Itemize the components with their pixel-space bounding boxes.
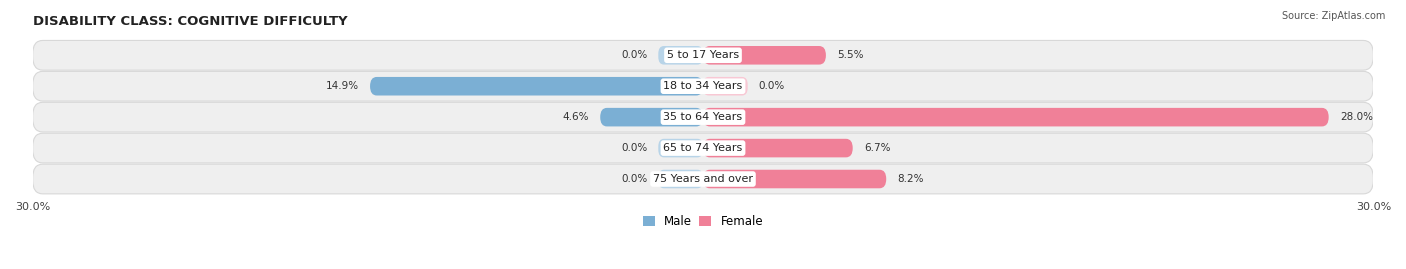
Text: 18 to 34 Years: 18 to 34 Years [664, 81, 742, 91]
Text: 0.0%: 0.0% [621, 50, 647, 60]
FancyBboxPatch shape [703, 108, 1329, 126]
Text: DISABILITY CLASS: COGNITIVE DIFFICULTY: DISABILITY CLASS: COGNITIVE DIFFICULTY [32, 15, 347, 28]
Text: 35 to 64 Years: 35 to 64 Years [664, 112, 742, 122]
Text: 75 Years and over: 75 Years and over [652, 174, 754, 184]
FancyBboxPatch shape [32, 40, 1374, 70]
FancyBboxPatch shape [32, 71, 1374, 101]
FancyBboxPatch shape [32, 102, 1374, 132]
Text: 5 to 17 Years: 5 to 17 Years [666, 50, 740, 60]
Text: 0.0%: 0.0% [621, 174, 647, 184]
FancyBboxPatch shape [370, 77, 703, 95]
Text: 8.2%: 8.2% [897, 174, 924, 184]
Text: 0.0%: 0.0% [621, 143, 647, 153]
Text: 4.6%: 4.6% [562, 112, 589, 122]
FancyBboxPatch shape [658, 139, 703, 157]
FancyBboxPatch shape [703, 170, 886, 188]
Text: 6.7%: 6.7% [863, 143, 890, 153]
FancyBboxPatch shape [703, 139, 852, 157]
Text: 0.0%: 0.0% [759, 81, 785, 91]
Text: 14.9%: 14.9% [326, 81, 359, 91]
FancyBboxPatch shape [658, 46, 703, 65]
Legend: Male, Female: Male, Female [643, 215, 763, 228]
FancyBboxPatch shape [32, 164, 1374, 194]
Text: 5.5%: 5.5% [837, 50, 863, 60]
Text: 28.0%: 28.0% [1340, 112, 1372, 122]
Text: 65 to 74 Years: 65 to 74 Years [664, 143, 742, 153]
Text: Source: ZipAtlas.com: Source: ZipAtlas.com [1281, 11, 1385, 21]
FancyBboxPatch shape [703, 46, 825, 65]
FancyBboxPatch shape [658, 170, 703, 188]
FancyBboxPatch shape [32, 133, 1374, 163]
FancyBboxPatch shape [600, 108, 703, 126]
FancyBboxPatch shape [703, 77, 748, 95]
